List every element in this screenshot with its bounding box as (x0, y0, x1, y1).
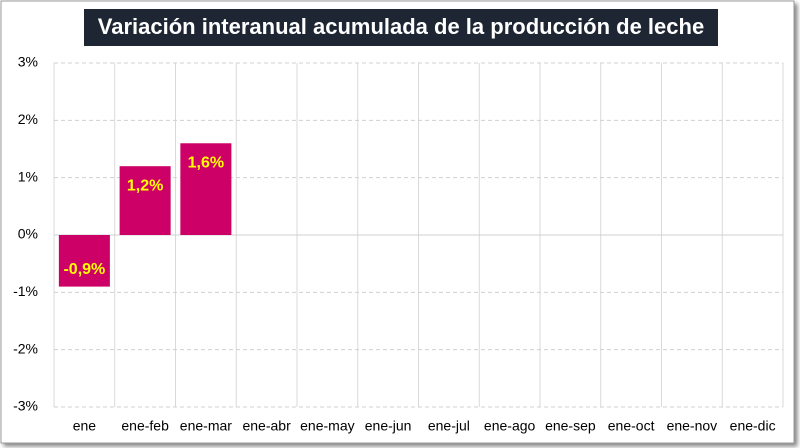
y-tick-label: 2% (18, 111, 38, 127)
bar (58, 235, 110, 287)
x-tick-label: ene (73, 418, 97, 434)
x-tick-label: ene-mar (180, 418, 232, 434)
chart-title: Variación interanual acumulada de la pro… (98, 14, 704, 39)
x-tick-label: ene-jul (428, 418, 470, 434)
y-tick-label: 3% (18, 54, 38, 70)
y-tick-label: 0% (18, 226, 38, 242)
x-tick-label: ene-abr (242, 418, 291, 434)
x-tick-label: ene-dic (730, 418, 776, 434)
y-tick-label: -1% (13, 283, 38, 299)
title-box (84, 9, 718, 46)
x-tick-label: ene-sep (545, 418, 596, 434)
y-tick-label: -2% (13, 340, 38, 356)
x-tick-label: ene-feb (121, 418, 169, 434)
x-tick-label: ene-jun (365, 418, 412, 434)
bar (180, 143, 232, 235)
value-label: 1,2% (127, 177, 163, 194)
x-tick-label: ene-ago (484, 418, 536, 434)
x-tick-label: ene-oct (608, 418, 655, 434)
y-tick-label: 1% (18, 168, 38, 184)
y-tick-label: -3% (13, 398, 38, 414)
bar (119, 166, 171, 235)
value-label: -0,9% (63, 261, 105, 278)
x-tick-label: ene-may (300, 418, 354, 434)
x-tick-label: ene-nov (667, 418, 718, 434)
value-label: 1,6% (188, 154, 224, 171)
